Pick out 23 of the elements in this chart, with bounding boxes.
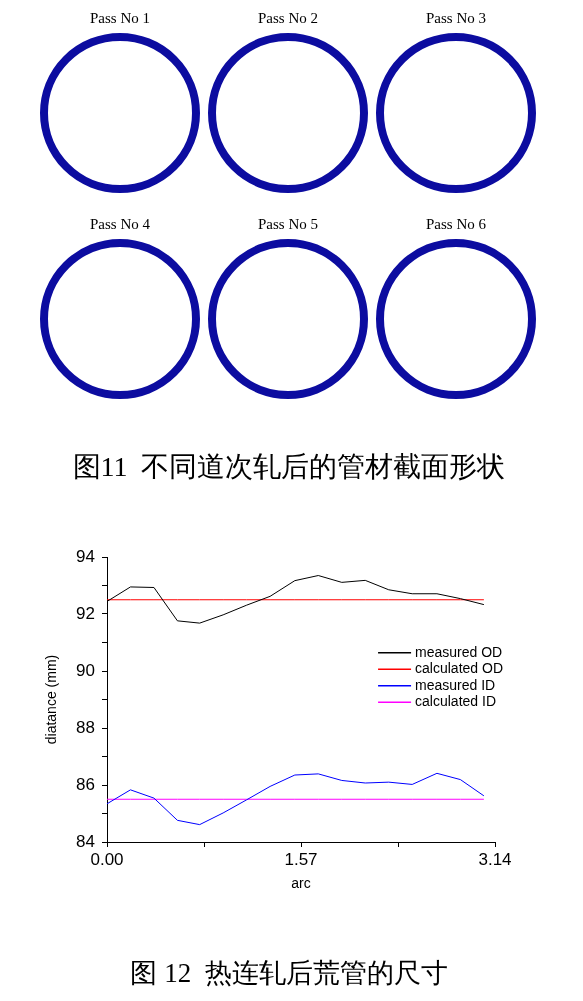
y-tick-label: 86 — [76, 774, 95, 794]
y-tick-label: 90 — [76, 660, 95, 680]
x-tick-label: 1.57 — [284, 849, 318, 869]
y-tick-label: 84 — [76, 831, 95, 851]
legend-label: measured OD — [415, 643, 503, 660]
x-axis-title: arc — [291, 875, 311, 892]
x-tick-label: 3.14 — [478, 849, 512, 869]
category-label: Pass No 3 — [425, 9, 487, 27]
caption: 图11 不同道次轧后的管材截面形状 — [72, 450, 506, 484]
legend-label: calculated OD — [415, 660, 504, 677]
category-label: Pass No 4 — [89, 215, 151, 233]
category-label: Pass No 2 — [257, 9, 319, 27]
y-tick-label: 88 — [76, 717, 95, 737]
y-tick-label: 92 — [76, 603, 95, 623]
caption: 图 12 热连轧后荒管的尺寸 — [130, 956, 448, 990]
x-tick-label: 0.00 — [90, 849, 124, 869]
category-label: Pass No 5 — [257, 215, 319, 233]
y-tick-label: 94 — [76, 546, 95, 566]
legend-label: calculated ID — [415, 693, 497, 710]
legend-label: measured ID — [415, 676, 496, 693]
y-axis-title: diatance (mm) — [43, 654, 60, 745]
category-label: Pass No 1 — [89, 9, 151, 27]
category-label: Pass No 6 — [425, 215, 487, 233]
